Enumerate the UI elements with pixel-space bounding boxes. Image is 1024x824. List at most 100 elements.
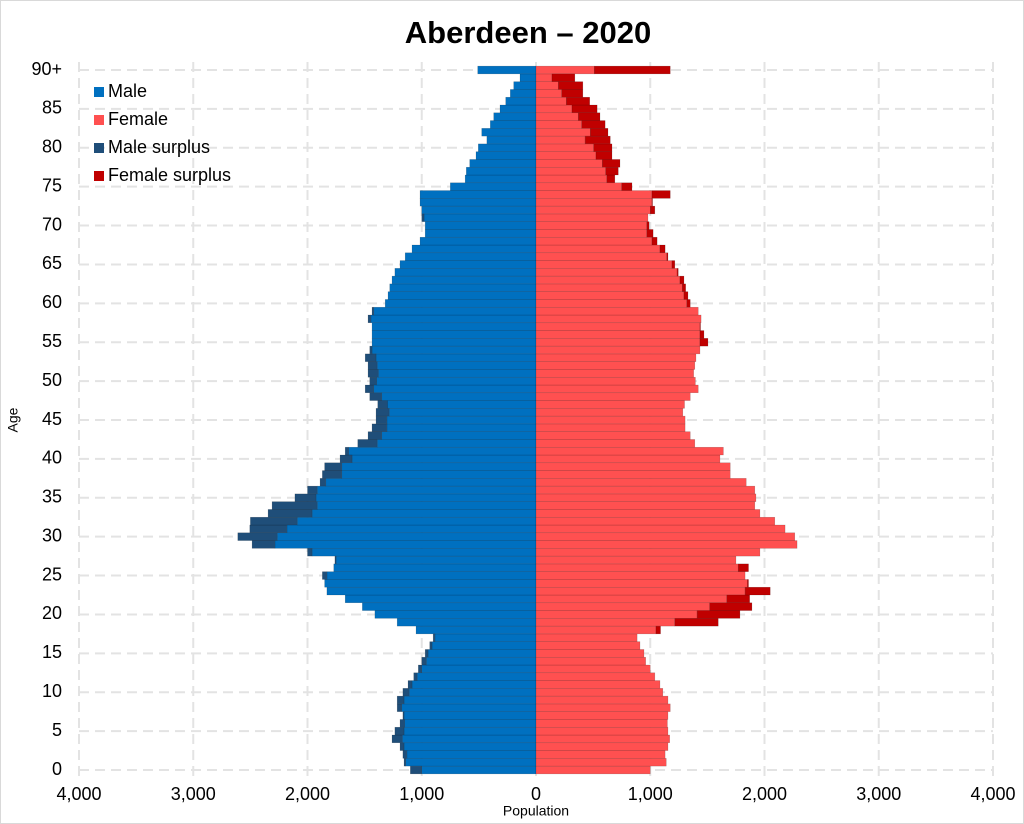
bar: [606, 174, 616, 184]
bar: [415, 625, 537, 635]
bar: [535, 190, 653, 199]
bar: [486, 135, 537, 145]
bar: [401, 703, 537, 712]
bar: [364, 353, 377, 362]
bar: [594, 65, 671, 75]
bar: [311, 548, 537, 557]
bar: [535, 213, 649, 222]
bar: [322, 470, 343, 479]
bar: [371, 338, 537, 347]
bar: [679, 275, 685, 285]
bar: [378, 369, 537, 378]
bar: [375, 408, 390, 417]
y-tick-label: 55: [42, 331, 62, 351]
bar: [535, 649, 645, 658]
bar: [581, 120, 606, 129]
bar: [535, 711, 669, 720]
x-tick-label: 2,000: [285, 784, 330, 804]
bar: [535, 244, 661, 254]
bar: [535, 478, 747, 487]
bar: [475, 151, 537, 160]
bar: [324, 462, 343, 471]
bar: [376, 439, 537, 448]
bar: [399, 742, 405, 751]
bar: [535, 758, 667, 767]
bar: [535, 221, 648, 230]
bar: [384, 299, 537, 308]
bar: [499, 104, 537, 114]
bar: [406, 750, 537, 759]
bar: [535, 446, 724, 456]
bar: [429, 641, 433, 650]
bar: [681, 283, 686, 292]
bar: [418, 664, 423, 674]
bar: [646, 221, 650, 230]
bar: [411, 680, 537, 689]
bar: [316, 485, 537, 495]
bar: [394, 726, 405, 736]
bar: [413, 672, 418, 681]
y-tick-label: 0: [52, 759, 62, 779]
chart-title: Aberdeen – 2020: [405, 15, 651, 50]
bar: [535, 338, 701, 347]
bar: [535, 159, 603, 168]
bar: [351, 454, 537, 464]
y-tick-label: 30: [42, 525, 62, 545]
bar: [535, 618, 676, 627]
bar: [535, 128, 591, 137]
bar: [333, 563, 537, 572]
bar: [402, 734, 537, 744]
bar: [683, 291, 689, 300]
bar: [250, 516, 298, 526]
bar: [651, 236, 658, 246]
bar: [376, 361, 537, 370]
bar: [432, 633, 436, 642]
bar: [535, 268, 678, 277]
bar: [696, 610, 741, 619]
bar: [699, 330, 705, 339]
bar: [396, 703, 403, 712]
bar: [650, 205, 656, 215]
bar: [403, 711, 537, 720]
bar: [535, 548, 761, 557]
x-tick-label: 1,000: [399, 784, 444, 804]
bar: [535, 656, 646, 666]
bar: [535, 81, 559, 90]
bar: [651, 190, 671, 199]
bar: [322, 571, 328, 580]
bar: [535, 299, 688, 308]
bar: [391, 275, 537, 285]
bar: [315, 493, 537, 502]
bar: [571, 104, 598, 114]
bar: [370, 314, 537, 324]
bar: [535, 726, 669, 736]
bar: [535, 65, 595, 75]
bar: [381, 392, 537, 401]
y-tick-label: 65: [42, 253, 62, 273]
bar: [651, 198, 653, 207]
bar: [584, 135, 611, 145]
bar: [493, 112, 537, 121]
bar: [274, 540, 537, 549]
bar: [466, 166, 537, 176]
bar: [535, 524, 786, 534]
x-tick-label: 3,000: [856, 784, 901, 804]
legend-swatch: [94, 171, 104, 181]
bar: [535, 594, 728, 604]
bar: [367, 314, 372, 324]
bar: [396, 695, 405, 705]
bar: [373, 384, 537, 394]
bar: [535, 516, 776, 526]
bar: [307, 548, 313, 557]
bar: [535, 742, 669, 751]
bar: [369, 376, 377, 386]
bar: [311, 509, 537, 518]
bar: [407, 680, 413, 689]
bar: [421, 205, 537, 215]
bar: [490, 120, 537, 129]
bar: [386, 423, 537, 432]
bar: [341, 470, 537, 479]
bar: [659, 244, 666, 254]
bar: [602, 159, 621, 168]
bar: [535, 330, 701, 339]
